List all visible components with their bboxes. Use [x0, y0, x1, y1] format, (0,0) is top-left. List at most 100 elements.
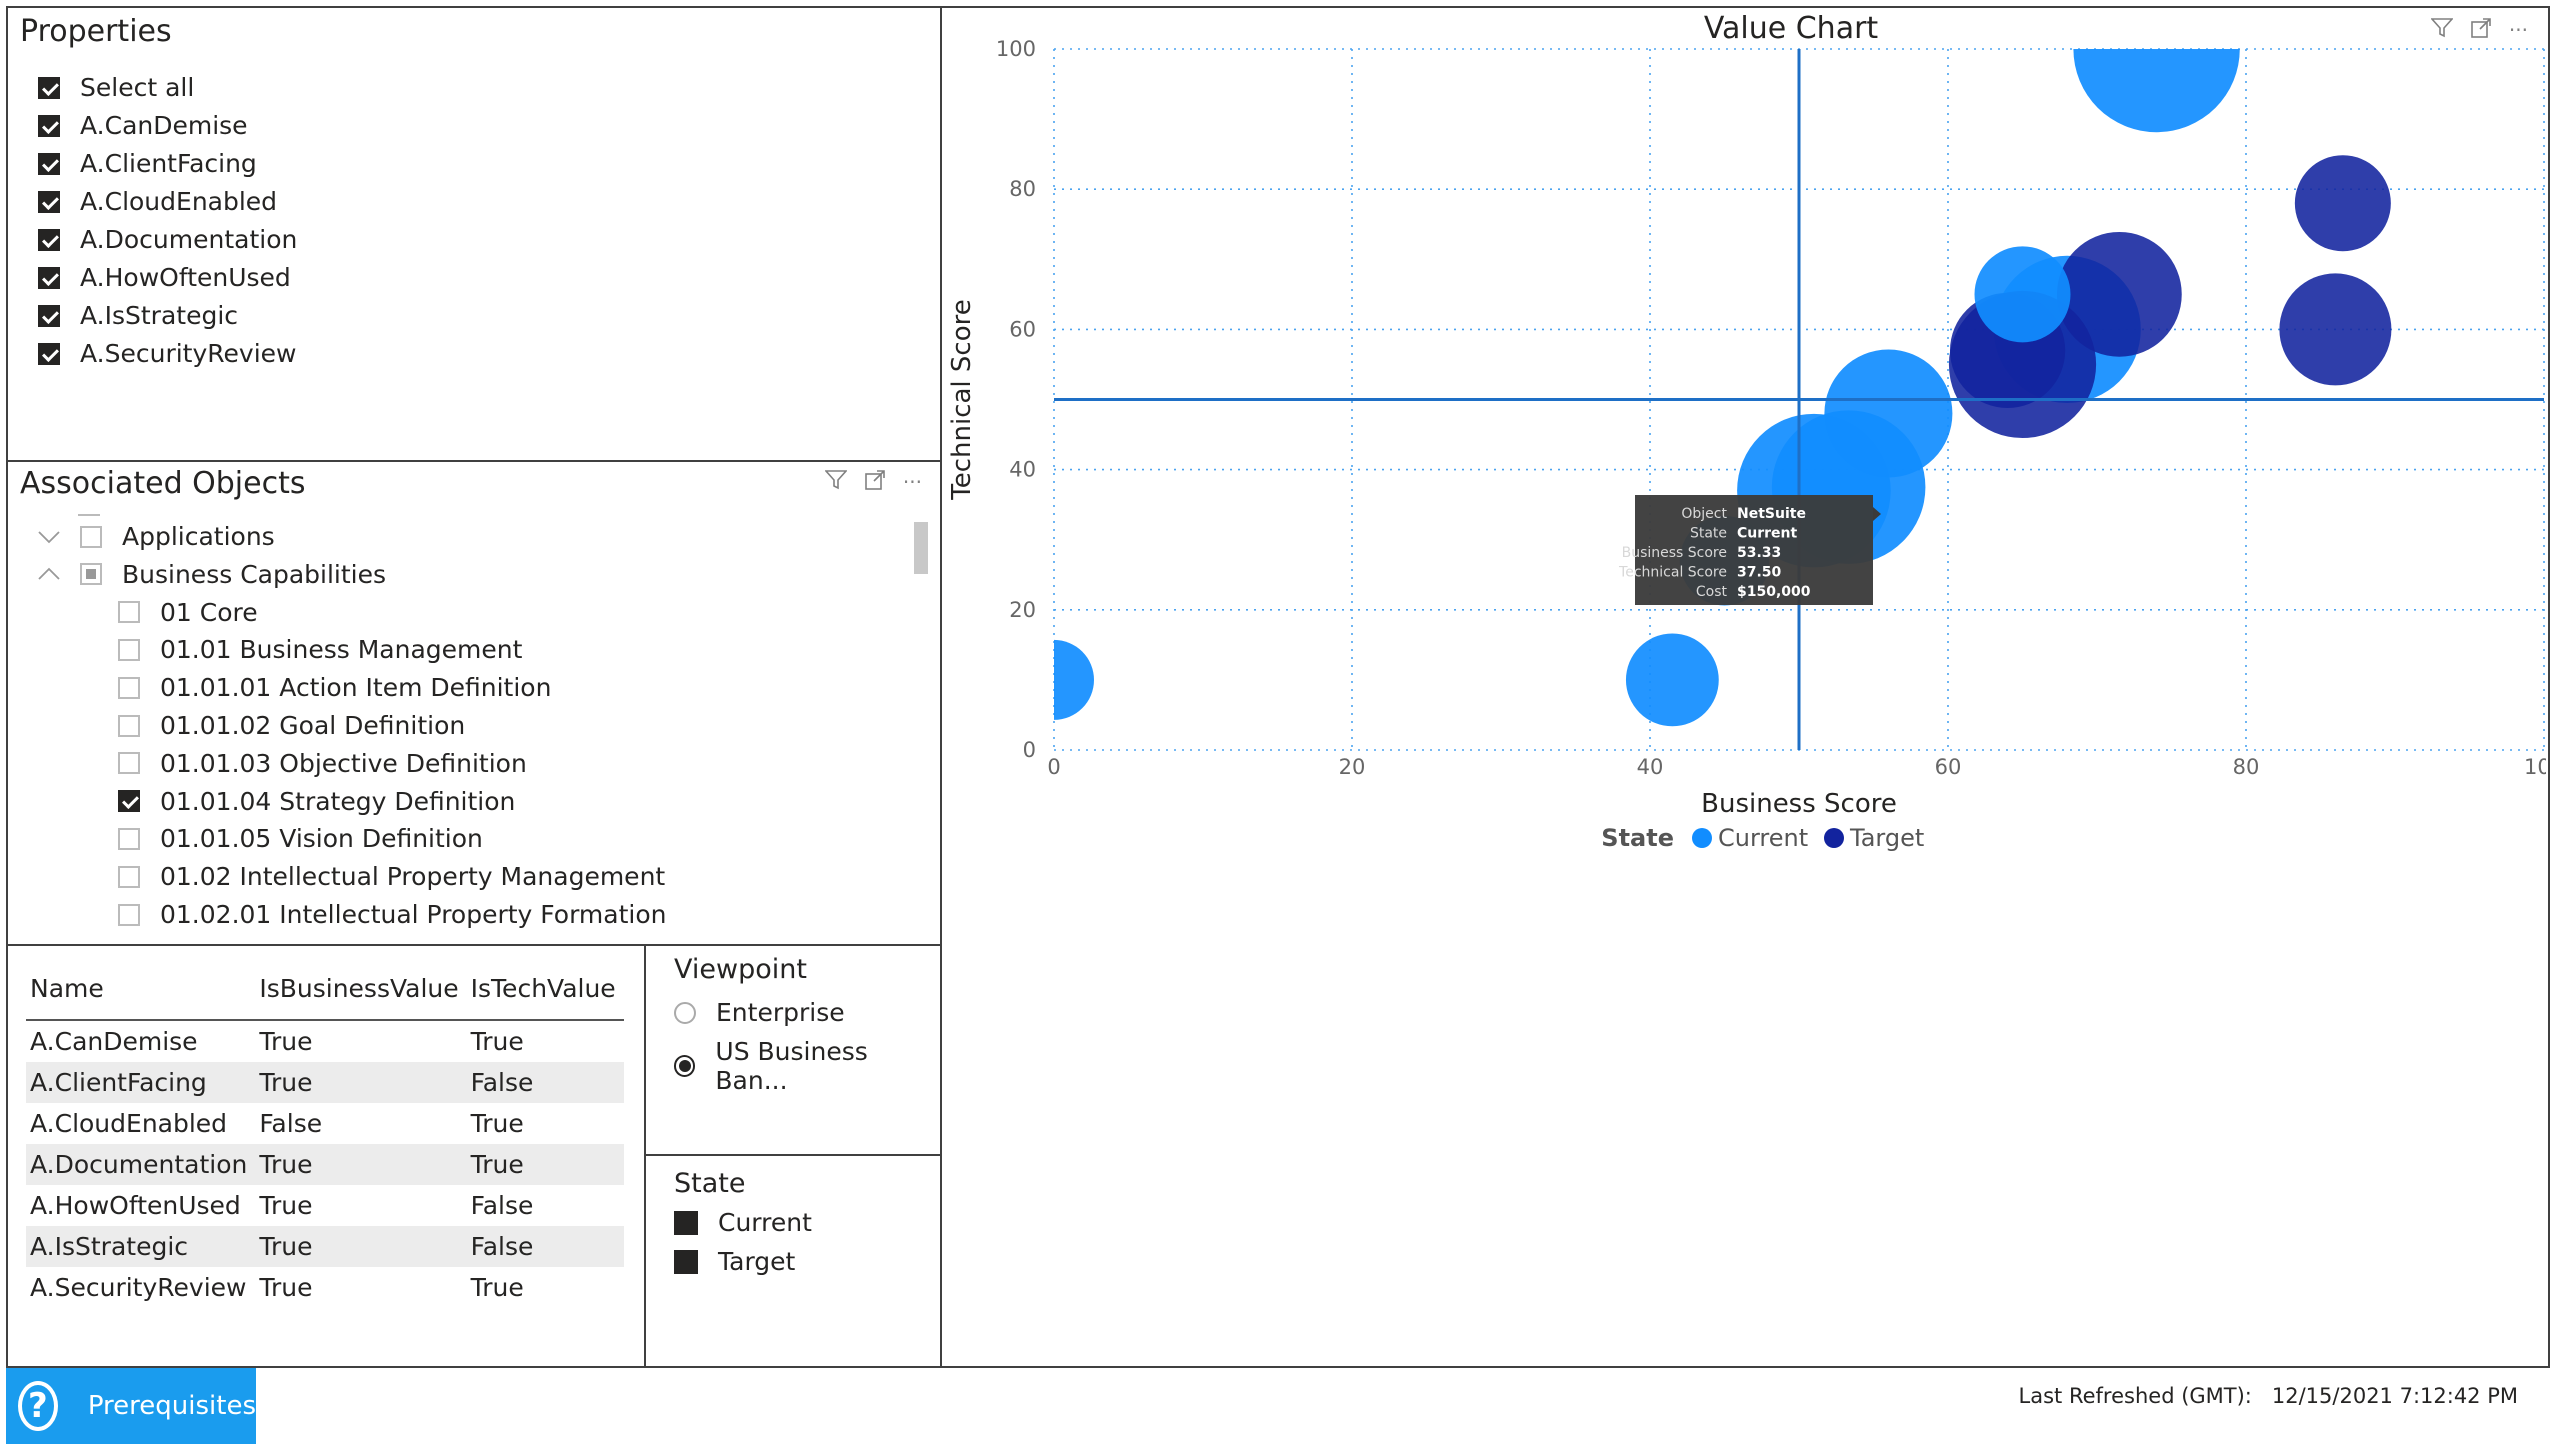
table-row[interactable]: A.IsStrategic True False: [26, 1226, 624, 1267]
table-cell: A.Documentation: [26, 1144, 256, 1185]
x-tick-label: 100: [2524, 755, 2546, 779]
table-row[interactable]: A.SecurityReview True True: [26, 1267, 624, 1308]
checkbox[interactable]: [118, 903, 140, 926]
tooltip-value: 53.33: [1737, 545, 1781, 561]
bubble-target[interactable]: [2294, 155, 2391, 252]
tree-item[interactable]: 01.01 Business Management: [118, 635, 522, 664]
tree-scrollbar[interactable]: [914, 522, 928, 574]
chevron-up-icon[interactable]: [38, 567, 64, 581]
checkbox[interactable]: [80, 525, 102, 548]
property-item[interactable]: A.CanDemise: [38, 111, 248, 140]
checkbox[interactable]: [118, 714, 140, 737]
tooltip-key: Cost: [1696, 584, 1728, 600]
more-options-icon[interactable]: ···: [2508, 17, 2528, 42]
table-row[interactable]: A.HowOftenUsed True False: [26, 1185, 624, 1226]
bubble-current[interactable]: [1014, 639, 1094, 720]
tree-item[interactable]: Applications: [38, 522, 275, 551]
table-cell: True: [259, 1027, 313, 1056]
checkbox[interactable]: [38, 342, 60, 365]
tree-item[interactable]: 01.01.05 Vision Definition: [118, 824, 483, 853]
property-item[interactable]: A.CloudEnabled: [38, 187, 277, 216]
bubble-current[interactable]: [1824, 349, 1953, 478]
bubble-current[interactable]: [1974, 246, 2071, 343]
checkbox[interactable]: [80, 563, 102, 586]
state-swatch[interactable]: [674, 1249, 698, 1274]
tree-item[interactable]: 01.01.04 Strategy Definition: [118, 787, 515, 816]
checkbox[interactable]: [38, 114, 60, 137]
viewpoint-option[interactable]: US Business Ban...: [674, 1037, 940, 1095]
focus-mode-icon[interactable]: [865, 470, 885, 493]
checkbox[interactable]: [38, 228, 60, 251]
tree-item-label: 01.01 Business Management: [160, 635, 523, 665]
bubble-current[interactable]: [1625, 633, 1719, 727]
checkbox[interactable]: [38, 152, 60, 175]
table-cell: A.SecurityReview: [30, 1273, 247, 1302]
chevron-down-icon[interactable]: [38, 530, 64, 544]
checkbox[interactable]: [38, 304, 60, 327]
tree-item[interactable]: 01.02 Intellectual Property Management: [118, 862, 665, 891]
table-cell: A.CanDemise: [30, 1027, 198, 1056]
viewpoint-option[interactable]: Enterprise: [674, 998, 845, 1027]
property-item[interactable]: A.IsStrategic: [38, 301, 238, 330]
tooltip-value: Current: [1737, 526, 1798, 542]
tooltip-key: Object: [1681, 506, 1727, 522]
table-row[interactable]: A.ClientFacing True False: [26, 1062, 624, 1103]
select-all-item[interactable]: Select all: [38, 73, 194, 102]
column-header[interactable]: IsTechValue: [466, 968, 624, 1021]
bubble-target[interactable]: [2056, 231, 2182, 357]
column-header[interactable]: Name: [26, 968, 256, 1021]
tree-item[interactable]: 01.01.02 Goal Definition: [118, 711, 465, 740]
tooltip-key: Technical Score: [1618, 565, 1727, 581]
tree-item[interactable]: 01.01.03 Objective Definition: [118, 749, 527, 778]
property-item[interactable]: A.HowOftenUsed: [38, 263, 291, 292]
tree-item-label: 01.01.01 Action Item Definition: [160, 673, 552, 703]
property-item[interactable]: A.ClientFacing: [38, 149, 257, 178]
tree-item[interactable]: 01.01.01 Action Item Definition: [118, 673, 551, 702]
checkbox[interactable]: [38, 76, 60, 99]
column-header[interactable]: IsBusinessValue: [255, 968, 467, 1021]
table-cell: A.CloudEnabled: [30, 1109, 228, 1138]
table-row[interactable]: A.CloudEnabled False True: [26, 1103, 624, 1144]
last-refreshed: Last Refreshed (GMT): 12/15/2021 7:12:42…: [2019, 1384, 2518, 1408]
filter-icon[interactable]: [2430, 18, 2454, 41]
property-label: A.Documentation: [80, 225, 298, 254]
legend-marker-target: [1824, 828, 1844, 848]
checkbox[interactable]: [118, 865, 140, 888]
more-options-icon[interactable]: ···: [902, 469, 922, 494]
table-row[interactable]: A.CanDemise True True: [26, 1020, 624, 1062]
filter-icon[interactable]: [824, 470, 848, 493]
checkbox[interactable]: [118, 638, 140, 661]
checkbox[interactable]: [118, 790, 140, 813]
state-option[interactable]: Target: [674, 1247, 795, 1276]
tree-item[interactable]: 01.02.01 Intellectual Property Formation: [118, 900, 666, 929]
property-item[interactable]: A.Documentation: [38, 225, 297, 254]
property-label: A.HowOftenUsed: [80, 263, 291, 292]
prerequisites-button[interactable]: ? Prerequisites: [6, 1368, 256, 1444]
property-item[interactable]: A.SecurityReview: [38, 339, 296, 368]
tree-item[interactable]: 01 Core: [118, 598, 258, 627]
checkbox[interactable]: [38, 266, 60, 289]
state-swatch[interactable]: [674, 1210, 698, 1235]
table-row[interactable]: A.Documentation True True: [26, 1144, 624, 1185]
focus-mode-icon[interactable]: [2471, 18, 2491, 41]
y-tick-label: 20: [1009, 598, 1036, 622]
checkbox[interactable]: [118, 676, 140, 699]
tooltip-value: 37.50: [1737, 565, 1782, 581]
value-chart[interactable]: 0 20 40 60 80 100 0 20 40 60 80 100 Value Chart Busin…: [942, 8, 2546, 1366]
properties-title: Properties: [20, 14, 172, 49]
tooltip-key: State: [1690, 526, 1727, 542]
checkbox[interactable]: [38, 190, 60, 213]
checkbox[interactable]: [118, 601, 140, 624]
radio-button[interactable]: [674, 1055, 696, 1077]
tree-item[interactable]: Business Capabilities: [38, 560, 386, 589]
checkbox[interactable]: [118, 752, 140, 775]
property-label: A.CanDemise: [80, 111, 248, 140]
y-tick-label: 100: [996, 37, 1036, 61]
radio-button[interactable]: [674, 1001, 696, 1024]
state-option[interactable]: Current: [674, 1208, 812, 1237]
checkbox[interactable]: [118, 827, 140, 850]
associated-objects-slicer: Associated Objects ··· Applications Busin…: [6, 462, 942, 946]
properties-table: Name IsBusinessValue IsTechValue A.CanDemi…: [6, 946, 646, 1368]
bubble-current[interactable]: [2073, 8, 2240, 133]
bubble-target[interactable]: [2279, 273, 2392, 386]
